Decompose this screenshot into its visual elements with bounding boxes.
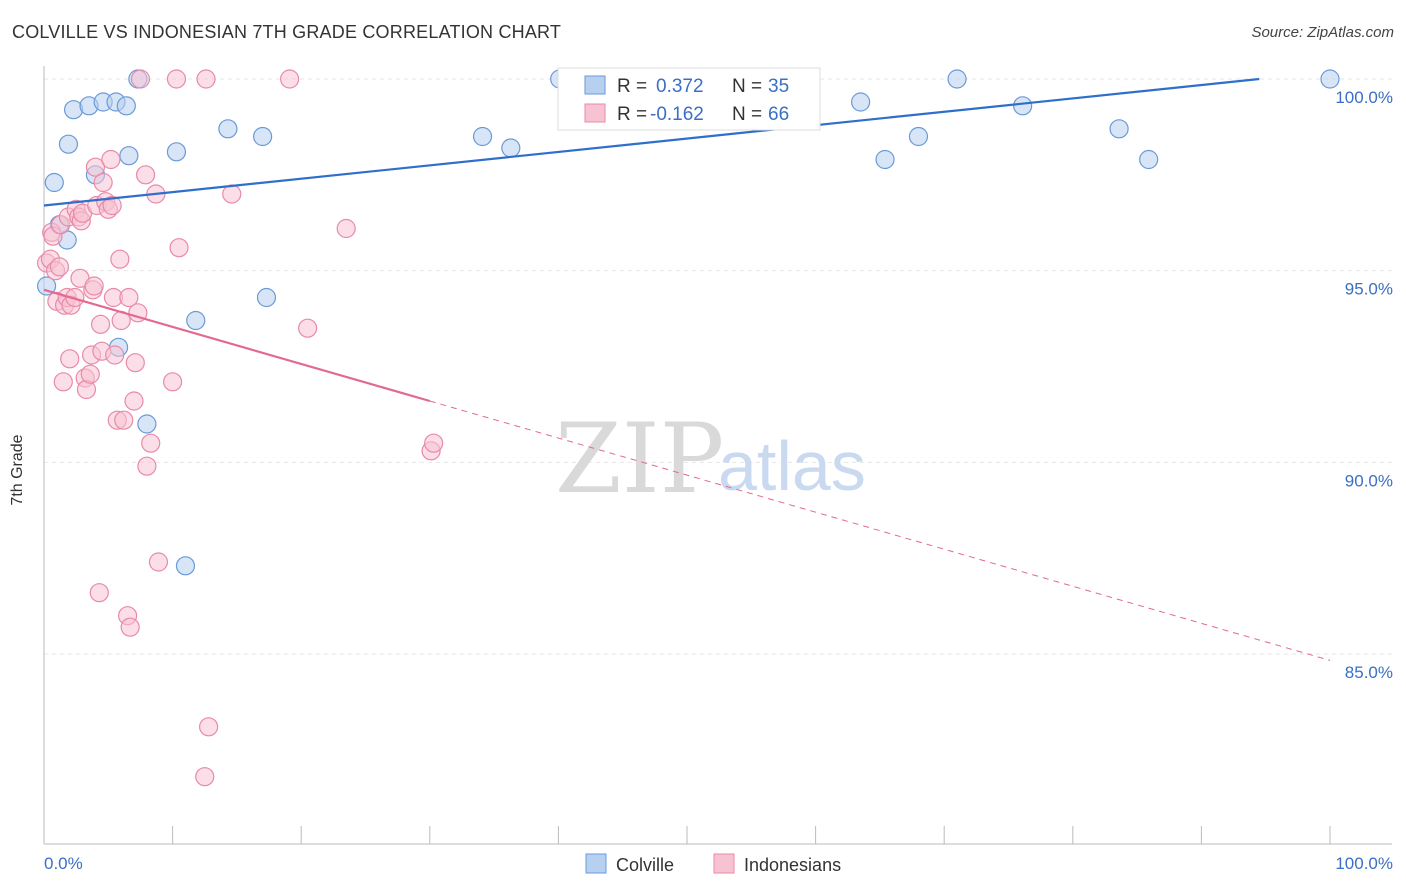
colville-point xyxy=(908,126,929,147)
colville-point xyxy=(58,134,79,154)
colville-point xyxy=(218,119,238,139)
axes: 85.0% 90.0% 95.0% 100.0% xyxy=(43,66,1393,845)
bottom-legend-label-colville: Colville xyxy=(616,855,674,875)
colville-point xyxy=(875,149,895,170)
indonesians-point xyxy=(84,276,104,296)
x-tick-label-min: 0.0% xyxy=(44,854,83,873)
source-label: Source: ZipAtlas.com xyxy=(1251,24,1394,41)
indonesians-point xyxy=(93,172,113,193)
colville-point xyxy=(175,556,196,576)
correlation-legend: R = 0.372 N = 35 R = -0.162 N = 66 xyxy=(557,67,821,131)
indonesians-point xyxy=(166,69,187,89)
legend-r-label-indonesians: R = xyxy=(617,104,647,125)
colville-point xyxy=(1139,149,1159,170)
colville-point xyxy=(166,142,187,162)
indonesians-point xyxy=(90,314,111,334)
indonesians-point xyxy=(199,717,219,737)
indonesians-trend-line xyxy=(43,288,431,403)
indonesians-point xyxy=(102,195,122,216)
x-tick-label-max: 100.0% xyxy=(1335,854,1393,873)
indonesians-point xyxy=(148,552,169,572)
indonesians-point xyxy=(141,433,161,453)
indonesians-point xyxy=(105,345,125,365)
indonesians-point xyxy=(65,287,85,308)
watermark-zip: ZIP xyxy=(555,403,724,515)
indonesians-point xyxy=(80,364,100,384)
bottom-legend-swatch-colville xyxy=(585,853,607,874)
bottom-legend-label-indonesians: Indonesians xyxy=(744,855,841,875)
indonesians-point xyxy=(119,287,139,308)
indonesians-point xyxy=(53,372,73,392)
chart-title: COLVILLE VS INDONESIAN 7TH GRADE CORRELA… xyxy=(12,22,562,42)
colville-point xyxy=(472,126,493,147)
colville-point xyxy=(256,287,277,308)
legend-n-label-indonesians: N = xyxy=(732,104,762,125)
y-tick-label: 90.0% xyxy=(1345,471,1393,490)
colville-point xyxy=(947,69,967,89)
colville-point xyxy=(119,146,139,166)
indonesians-point xyxy=(124,391,144,411)
indonesians-point xyxy=(85,157,106,177)
legend-n-value-colville: 35 xyxy=(768,76,789,97)
legend-swatch-indonesians xyxy=(584,103,606,123)
colville-point xyxy=(851,92,871,112)
indonesians-point xyxy=(49,257,70,277)
colville-point xyxy=(36,276,57,296)
indonesians-point xyxy=(298,318,318,338)
y-tick-label: 85.0% xyxy=(1345,663,1393,682)
colville-point xyxy=(1109,119,1129,139)
indonesians-point xyxy=(195,767,215,787)
trend-lines xyxy=(43,77,1331,661)
colville-point xyxy=(501,138,521,158)
y-tick-label: 100.0% xyxy=(1335,88,1393,107)
colville-point xyxy=(186,310,206,331)
colville-point xyxy=(1320,69,1340,89)
data-points xyxy=(36,69,1340,787)
indonesians-point xyxy=(60,349,80,369)
indonesians-point xyxy=(130,69,151,89)
colville-trend-line xyxy=(43,77,1260,207)
indonesians-point xyxy=(120,617,140,637)
indonesians-point xyxy=(101,149,121,170)
watermark-atlas: atlas xyxy=(718,427,866,505)
y-tick-label: 95.0% xyxy=(1345,280,1393,299)
indonesians-trend-extrapolation xyxy=(429,400,1331,661)
watermark: ZIP atlas xyxy=(555,403,866,515)
colville-point xyxy=(253,126,273,147)
series-legend: Colville Indonesians xyxy=(585,853,841,875)
indonesians-point xyxy=(135,165,156,185)
legend-r-value-indonesians: -0.162 xyxy=(650,104,704,125)
colville-point xyxy=(1013,96,1033,116)
indonesians-point xyxy=(424,433,444,453)
legend-r-value-colville: 0.372 xyxy=(656,76,704,97)
indonesians-point xyxy=(110,249,130,269)
colville-point xyxy=(44,172,64,193)
indonesians-point xyxy=(163,372,183,392)
legend-n-label-colville: N = xyxy=(732,76,762,97)
indonesians-point xyxy=(125,353,145,373)
indonesians-point xyxy=(89,583,109,603)
legend-swatch-colville xyxy=(584,75,606,95)
indonesians-point xyxy=(114,410,134,430)
indonesians-point xyxy=(169,238,189,258)
colville-point xyxy=(116,96,136,116)
indonesians-point xyxy=(196,69,216,89)
legend-n-value-indonesians: 66 xyxy=(768,104,789,125)
indonesians-point xyxy=(336,218,356,239)
bottom-legend-swatch-indonesians xyxy=(713,853,735,874)
indonesians-point xyxy=(137,456,157,476)
legend-r-label-colville: R = xyxy=(617,76,647,97)
grid-lines xyxy=(44,78,1392,655)
indonesians-point xyxy=(280,69,300,89)
colville-point xyxy=(137,414,157,434)
